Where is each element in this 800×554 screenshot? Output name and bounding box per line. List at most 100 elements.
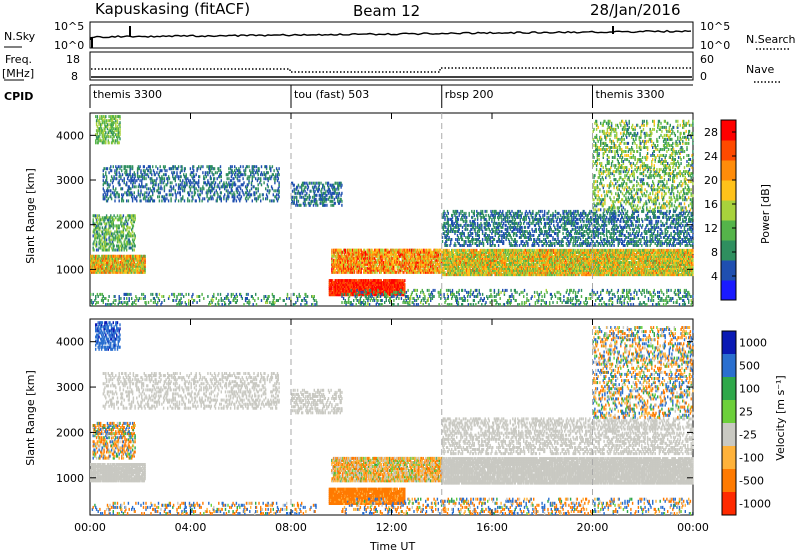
scatter-cell — [215, 171, 216, 174]
scatter-cell — [109, 238, 110, 241]
scatter-cell — [155, 165, 156, 168]
scatter-cell — [144, 295, 145, 298]
scatter-cell — [258, 183, 259, 186]
scatter-cell — [108, 303, 109, 306]
scatter-cell — [301, 196, 302, 199]
scatter-cell — [152, 165, 153, 168]
scatter-cell — [304, 190, 305, 193]
scatter-cell — [127, 301, 128, 304]
scatter-cell — [120, 297, 121, 300]
scatter-cell — [251, 187, 252, 190]
scatter-cell — [99, 226, 100, 229]
cpid-mode-label: themis 3300 — [596, 88, 665, 101]
scatter-cell — [269, 199, 270, 202]
scatter-cell — [253, 173, 254, 176]
scatter-cell — [309, 196, 310, 199]
scatter-cell — [166, 197, 167, 200]
scatter-cell — [247, 165, 248, 168]
scatter-cell — [106, 228, 107, 231]
scatter-cell — [307, 196, 308, 199]
scatter-cell — [272, 165, 273, 168]
scatter-cell — [132, 173, 133, 176]
scatter-cell — [136, 199, 137, 202]
scatter-cell — [219, 181, 220, 184]
scatter-cell — [258, 167, 259, 170]
scatter-cell — [295, 192, 296, 195]
scatter-cell — [314, 190, 315, 193]
scatter-cell — [96, 249, 97, 252]
scatter-cell — [252, 175, 253, 178]
scatter-cell — [102, 226, 103, 229]
scatter-cell — [199, 175, 200, 178]
scatter-cell — [121, 169, 122, 172]
scatter-cell — [314, 295, 315, 298]
scatter-cell — [230, 165, 231, 168]
scatter-cell — [255, 293, 256, 296]
scatter-cell — [182, 195, 183, 198]
scatter-cell — [263, 197, 264, 200]
scatter-cell — [334, 198, 335, 201]
scatter-cell — [119, 165, 120, 168]
scatter-cell — [180, 297, 181, 300]
scatter-cell — [199, 197, 200, 200]
scatter-cell — [176, 171, 177, 174]
scatter-cell — [294, 293, 295, 296]
scatter-cell — [122, 179, 123, 182]
scatter-cell — [108, 295, 109, 298]
scatter-cell — [168, 199, 169, 202]
scatter-cell — [116, 224, 117, 227]
scatter-cell — [108, 123, 109, 126]
scatter-cell — [127, 222, 128, 225]
scatter-cell — [108, 299, 109, 302]
scatter-cell — [129, 297, 130, 300]
scatter-cell — [194, 299, 195, 302]
scatter-cell — [253, 297, 254, 300]
scatter-cell — [161, 169, 162, 172]
scatter-cell — [138, 189, 139, 192]
scatter-cell — [107, 167, 108, 170]
freq-panel — [90, 52, 693, 80]
scatter-cell — [93, 249, 94, 252]
scatter-cell — [139, 179, 140, 182]
scatter-cell — [200, 187, 201, 190]
scatter-cell — [261, 299, 262, 302]
scatter-cell — [130, 187, 131, 190]
scatter-cell — [182, 179, 183, 182]
scatter-cell — [197, 189, 198, 192]
scatter-cell — [95, 295, 96, 298]
scatter-cell — [243, 303, 244, 306]
scatter-cell — [113, 214, 114, 217]
scatter-cell — [312, 200, 313, 203]
scatter-cell — [304, 303, 305, 306]
scatter-cell — [113, 121, 114, 124]
scatter-cell — [174, 293, 175, 296]
scatter-cell — [150, 169, 151, 172]
scatter-cell — [175, 175, 176, 178]
scatter-cell — [278, 181, 279, 184]
scatter-cell — [339, 192, 340, 195]
scatter-cell — [191, 181, 192, 184]
scatter-cell — [269, 189, 270, 192]
scatter-cell — [170, 181, 171, 184]
scatter-cell — [110, 135, 111, 138]
scatter-cell — [139, 175, 140, 178]
scatter-cell — [237, 179, 238, 182]
scatter-cell — [112, 191, 113, 194]
beam-title: Beam 12 — [353, 2, 420, 20]
scatter-cell — [113, 127, 114, 130]
scatter-cell — [133, 224, 134, 227]
scatter-cell — [115, 249, 116, 252]
scatter-cell — [189, 199, 190, 202]
scatter-cell — [145, 177, 146, 180]
scatter-cell — [330, 204, 331, 207]
scatter-cell — [144, 191, 145, 194]
scatter-cell — [254, 191, 255, 194]
scatter-cell — [314, 182, 315, 185]
scatter-cell — [112, 232, 113, 235]
scatter-cell — [178, 175, 179, 178]
scatter-cell — [298, 200, 299, 203]
scatter-cell — [108, 135, 109, 138]
scatter-cell — [115, 139, 116, 142]
cpid-mode-label: tou (fast) 503 — [294, 88, 369, 101]
scatter-cell — [206, 175, 207, 178]
